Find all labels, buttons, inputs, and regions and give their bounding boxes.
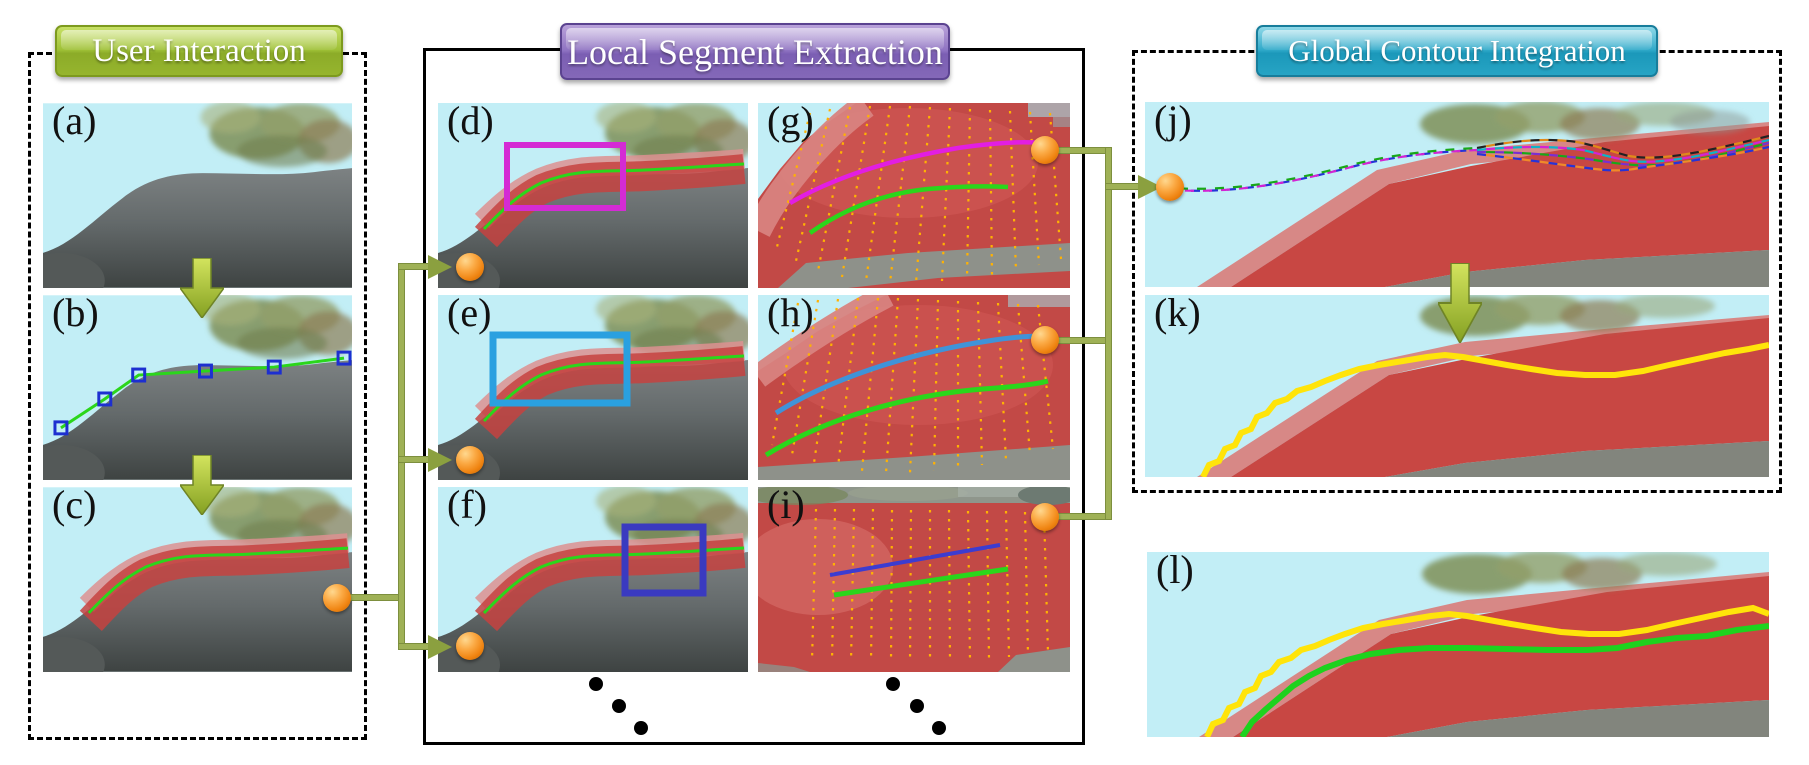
elephant-back (43, 360, 352, 480)
connector-g-out (1055, 147, 1112, 154)
local-window-navy (621, 523, 707, 597)
flow-arrow-j-to-k (1438, 263, 1482, 343)
panel-f: (f) (438, 487, 748, 672)
local-window-lightblue (489, 331, 631, 407)
elephant-texture (1385, 250, 1769, 287)
panel-g: (g) (758, 103, 1070, 288)
arrowhead-into-e (428, 448, 452, 472)
section-title: Local Segment Extraction (567, 31, 943, 72)
connector-branch-f (398, 643, 430, 650)
tree-foliage (1420, 102, 1750, 144)
normal-search-lines (770, 297, 1055, 474)
panel-i-image (758, 487, 1070, 672)
elephant-back (43, 168, 352, 288)
section-title: Global Contour Integration (1288, 33, 1626, 68)
panel-label: (d) (447, 103, 494, 143)
panel-label: (j) (1154, 102, 1192, 142)
panel-e-image (438, 295, 748, 480)
panel-label: (h) (767, 295, 814, 335)
sky-corner (758, 295, 886, 371)
connector-vertical-right (1105, 147, 1112, 520)
panel-h: (h) (758, 295, 1070, 480)
panel-label: (l) (1156, 552, 1194, 592)
control-point-markers (53, 350, 352, 436)
panel-d: (d) (438, 103, 748, 288)
reference-contour (808, 184, 1009, 235)
search-band-inner (79, 538, 350, 631)
panel-j: (j) (1145, 102, 1769, 287)
elephant-texture (778, 243, 1070, 288)
header-gloss (1262, 30, 1652, 51)
normal-search-lines (774, 105, 1063, 284)
tree-foliage (200, 103, 352, 168)
panel-i: (i) (758, 487, 1070, 672)
header-gloss (566, 28, 944, 51)
elephant-texture (758, 445, 1070, 480)
connector-i-out (1055, 513, 1112, 520)
local-window-magenta (504, 142, 626, 211)
panel-label: (g) (767, 103, 814, 143)
panel-c-image (43, 487, 352, 672)
panel-label: (i) (767, 487, 805, 527)
panel-label: (b) (52, 295, 99, 335)
panel-label: (a) (52, 103, 97, 143)
section-title: User Interaction (92, 32, 306, 69)
seed-point-e (456, 446, 484, 474)
panel-a: (a) (43, 103, 352, 288)
section-header-user-interaction: User Interaction (55, 25, 343, 77)
panel-label: (f) (447, 487, 487, 527)
header-gloss (61, 30, 337, 51)
seed-point-c (323, 584, 351, 612)
normal-search-lines (810, 508, 1050, 664)
search-band-inner (1231, 126, 1769, 287)
seed-point-h (1031, 326, 1059, 354)
panel-b-image (43, 295, 352, 480)
panel-l-image (1147, 552, 1769, 737)
panel-h-image (758, 295, 1070, 480)
section-header-local-segment-extraction: Local Segment Extraction (560, 23, 950, 80)
panel-b: (b) (43, 295, 352, 480)
reference-contour (833, 566, 1009, 598)
seed-point-i (1031, 503, 1059, 531)
initial-contour (87, 546, 349, 614)
flow-arrow-b-to-c (180, 455, 224, 515)
panel-c: (c) (43, 487, 352, 672)
panel-g-image (758, 103, 1070, 288)
integrated-contour-yellow (1204, 604, 1769, 737)
panel-f-image (438, 487, 748, 672)
arrowhead-into-f (428, 635, 452, 659)
connector-c-out (348, 594, 404, 601)
connector-branch-d (398, 263, 430, 270)
final-contour-green (1239, 623, 1769, 737)
panel-label: (e) (447, 295, 492, 335)
tree-foliage (200, 295, 352, 360)
reference-contour (764, 378, 1049, 458)
sky-corner (758, 103, 856, 199)
panel-a-image (43, 103, 352, 288)
section-header-global-contour-integration: Global Contour Integration (1256, 25, 1658, 77)
panel-label: (k) (1154, 295, 1201, 335)
seed-point-g (1031, 136, 1059, 164)
seed-point-f (456, 632, 484, 660)
flow-arrow-a-to-b (180, 258, 224, 318)
seed-point-j (1156, 173, 1184, 201)
panel-e: (e) (438, 295, 748, 480)
arrowhead-into-d (428, 255, 452, 279)
extracted-segment-blue (774, 333, 1043, 416)
integrated-contour-yellow (1200, 342, 1769, 477)
panel-l: (l) (1147, 552, 1769, 737)
connector-h-out (1055, 337, 1112, 344)
extracted-segment-navy (829, 543, 1001, 577)
panel-j-image (1145, 102, 1769, 287)
candidate-contours-bundle (1172, 134, 1769, 192)
panel-d-image (438, 103, 748, 288)
connector-into-j (1105, 183, 1140, 190)
connector-branch-e (398, 456, 430, 463)
panel-label: (c) (52, 487, 97, 527)
seed-point-d (456, 253, 484, 281)
extracted-segment-magenta (788, 140, 1041, 205)
